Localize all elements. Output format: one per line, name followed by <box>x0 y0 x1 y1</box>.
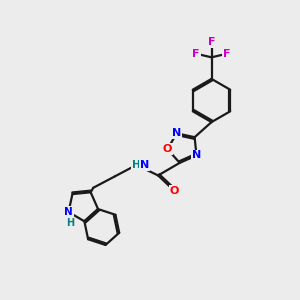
Text: H: H <box>132 160 141 170</box>
Text: N: N <box>192 150 201 161</box>
Text: O: O <box>170 186 179 196</box>
Text: N: N <box>140 160 149 170</box>
Text: F: F <box>208 37 215 47</box>
Text: O: O <box>163 144 172 154</box>
Text: F: F <box>224 49 231 59</box>
Text: N: N <box>172 128 181 138</box>
Text: N: N <box>64 207 73 217</box>
Text: H: H <box>66 218 74 228</box>
Text: F: F <box>192 49 200 59</box>
